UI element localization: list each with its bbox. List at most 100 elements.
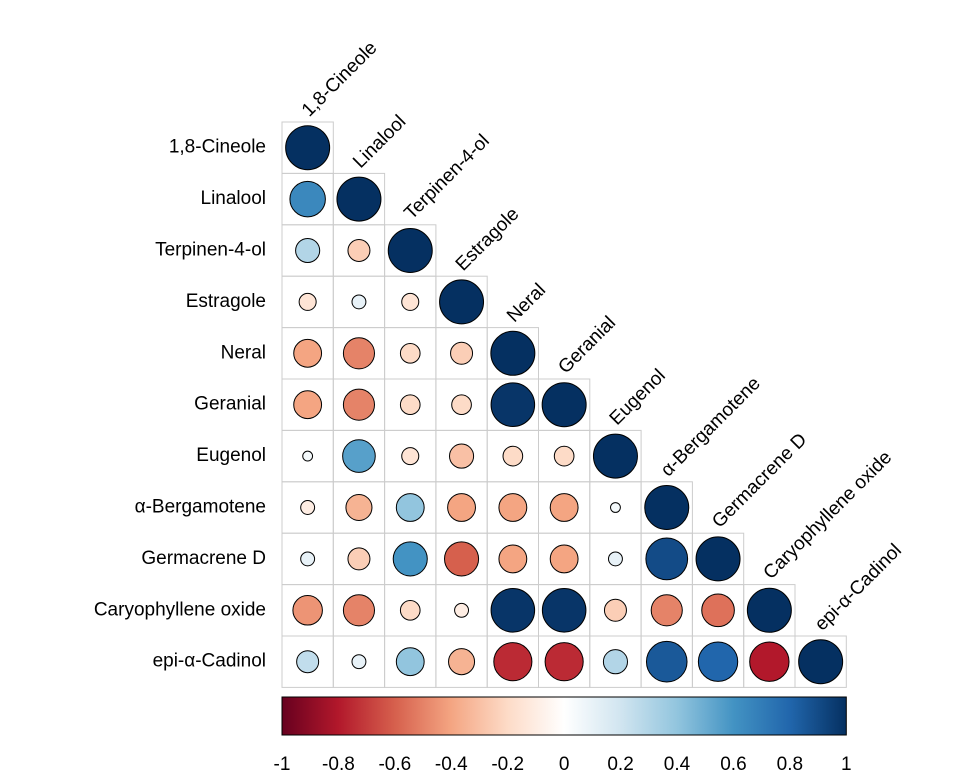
row-label: Neral <box>221 342 266 363</box>
corr-circle <box>650 594 683 627</box>
colorbar-tick-label: -0.2 <box>491 754 524 775</box>
corr-circle <box>300 500 316 515</box>
corr-circle <box>392 541 428 577</box>
corr-circle <box>401 447 420 466</box>
colorbar <box>281 696 847 736</box>
row-label: 1,8-Cineole <box>169 137 266 158</box>
colorbar-tick-label: -0.6 <box>378 754 411 775</box>
corr-circle <box>701 593 735 628</box>
column-label: epi-α-Cadinol <box>811 540 906 635</box>
corr-circle <box>610 502 621 513</box>
corr-circle <box>490 330 536 376</box>
row-label: Estragole <box>186 291 266 312</box>
corr-circle <box>493 642 533 682</box>
colorbar-tick-label: -0.4 <box>435 754 468 775</box>
row-label: Eugenol <box>196 445 266 466</box>
corr-circle <box>645 640 688 683</box>
corr-circle <box>395 493 425 522</box>
corr-circle <box>592 433 638 479</box>
corr-circle <box>345 493 373 522</box>
corr-circle <box>798 639 844 685</box>
corr-circle <box>342 594 376 627</box>
colorbar-tick-label: 1 <box>841 754 852 775</box>
corr-circle <box>439 279 485 325</box>
corr-circle <box>302 450 314 462</box>
corr-circle <box>454 602 470 618</box>
corr-circle <box>292 595 323 626</box>
corr-circle <box>298 292 317 311</box>
corr-circle <box>541 588 587 633</box>
colorbar-tick-label: 0 <box>559 754 570 775</box>
column-label: Neral <box>503 280 550 327</box>
column-label: Geranial <box>554 312 620 378</box>
corr-circle <box>450 341 474 365</box>
corr-circle <box>296 650 320 674</box>
corr-circle <box>399 394 421 416</box>
corr-circle <box>603 598 627 622</box>
corr-circle <box>498 493 528 522</box>
row-label: α-Bergamotene <box>135 497 266 518</box>
corr-circle <box>746 587 792 633</box>
corr-circle <box>289 180 326 218</box>
corr-circle <box>444 541 480 577</box>
corr-circle <box>451 394 472 416</box>
column-label: Eugenol <box>606 365 670 429</box>
corr-circle <box>293 338 323 368</box>
cell <box>794 635 847 688</box>
corr-circle <box>541 382 587 428</box>
corr-circle <box>645 537 689 581</box>
corr-circle <box>644 485 690 530</box>
row-label: epi-α-Cadinol <box>153 651 266 672</box>
column-label: Germacrene D <box>708 429 811 532</box>
corr-circle <box>285 125 331 171</box>
row-label: Geranial <box>194 394 266 415</box>
colorbar-tick-label: 0.4 <box>664 754 691 775</box>
column-label: Estragole <box>452 204 524 276</box>
corr-circle <box>342 337 376 370</box>
colorbar-tick-label: -1 <box>274 754 291 775</box>
corr-circle <box>351 294 367 310</box>
colorbar-tick-label: 0.8 <box>777 754 803 775</box>
column-label: α-Bergamotene <box>657 373 765 481</box>
corr-circle <box>490 588 536 633</box>
corr-circle <box>399 342 421 364</box>
corr-circle <box>749 641 790 682</box>
corr-circle <box>544 642 584 682</box>
colorbar-tick-label: 0.6 <box>720 754 746 775</box>
row-label: Caryophyllene oxide <box>94 599 266 620</box>
corr-circle <box>293 390 323 420</box>
corr-circle <box>498 544 528 574</box>
corr-circle <box>449 443 475 469</box>
colorbar-tick-label: -0.8 <box>322 754 355 775</box>
colorbar-tick-label: 0.2 <box>607 754 633 775</box>
corr-circle <box>602 649 628 675</box>
corr-circle <box>351 654 367 670</box>
corr-circle <box>447 493 476 522</box>
corr-circle <box>342 388 376 421</box>
corr-circle <box>342 439 376 473</box>
row-label: Germacrene D <box>141 548 266 569</box>
corr-circle <box>387 228 433 273</box>
corr-circle <box>347 547 371 571</box>
column-label: 1,8-Cineole <box>298 38 382 122</box>
corr-circle <box>448 648 476 676</box>
corr-circle <box>399 599 421 621</box>
row-label: Terpinen-4-ol <box>155 240 266 261</box>
corr-circle <box>607 551 623 567</box>
column-label: Terpinen-4-ol <box>400 131 493 224</box>
corr-circle <box>553 445 575 467</box>
corr-circle <box>295 237 321 264</box>
corr-circle <box>697 641 739 682</box>
corr-circle <box>401 292 420 311</box>
corr-circle <box>347 239 371 262</box>
corr-circle <box>695 536 741 582</box>
corr-circle <box>549 544 579 574</box>
corr-circle <box>490 382 536 427</box>
corr-circle <box>336 176 382 222</box>
column-label: Linalool <box>349 111 410 172</box>
corr-circle <box>395 647 425 677</box>
corr-circle <box>549 493 579 522</box>
corr-circle <box>300 551 316 567</box>
